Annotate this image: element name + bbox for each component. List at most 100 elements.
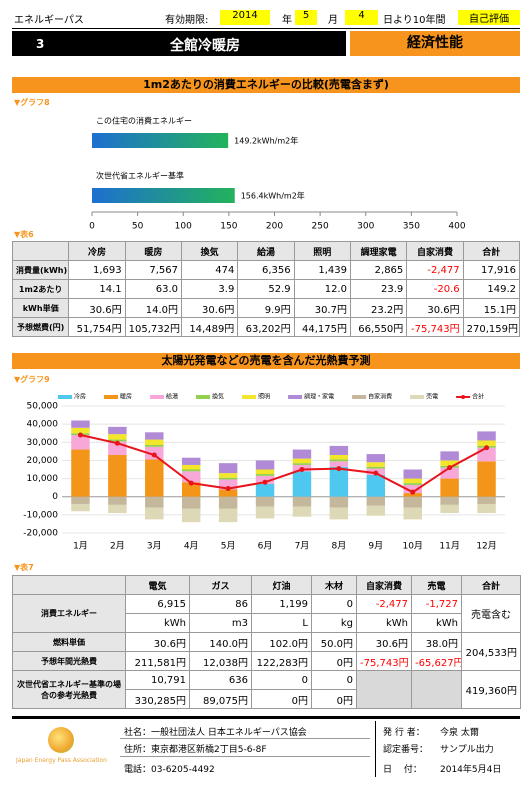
cell: 6,915 xyxy=(125,594,190,614)
cell: 86 xyxy=(189,594,252,614)
legend-swatch xyxy=(196,395,211,399)
table-label: ▼表7 xyxy=(14,563,34,572)
legend-swatch xyxy=(58,395,72,399)
cert-label: 認定番号： xyxy=(383,745,429,755)
bar-segment xyxy=(108,454,127,497)
rule xyxy=(12,28,520,29)
col-header: ガス xyxy=(189,575,252,595)
unit: kWh xyxy=(356,613,412,633)
title-bar xyxy=(12,31,346,56)
cell: 1,693 xyxy=(68,260,126,280)
bar-segment xyxy=(218,479,238,490)
y-tick-label: 50,000 xyxy=(27,402,59,412)
category: 経済性能 xyxy=(350,31,520,56)
section-title: 1m2あたりの消費エネルギーの比較(売電含まず) xyxy=(12,77,520,93)
cell: -20.6 xyxy=(406,279,464,299)
unit: kWh xyxy=(411,613,462,633)
footer-rule xyxy=(12,716,520,719)
col-header: 給湯 xyxy=(237,241,295,261)
x-tick-label: 4月 xyxy=(184,541,199,552)
cell: 63.0 xyxy=(124,279,182,299)
bar-segment xyxy=(366,462,386,467)
corner xyxy=(11,241,70,261)
legend-swatch xyxy=(288,395,303,399)
cell: -65,627円 xyxy=(411,651,462,671)
bar-segment xyxy=(329,507,349,520)
col-header: 灯油 xyxy=(251,575,312,595)
cell: 12.0 xyxy=(293,279,351,299)
x-tick-label: 400 xyxy=(448,222,465,232)
table-label: ▼表6 xyxy=(14,230,34,239)
bar-segment xyxy=(218,463,238,474)
cell: 149.2 xyxy=(462,279,521,299)
legend-swatch xyxy=(461,395,466,399)
unit: L xyxy=(251,613,312,633)
bar-segment xyxy=(292,471,312,497)
total-point xyxy=(373,470,379,476)
total-point xyxy=(336,466,342,472)
number: 3 xyxy=(36,37,45,51)
phone: 電話：03-6205-4492 xyxy=(124,765,215,775)
bar-segment xyxy=(71,449,90,497)
cell: 30.6円 xyxy=(406,298,464,318)
bar-segment xyxy=(255,484,275,497)
bar-segment xyxy=(366,474,386,497)
bar-segment xyxy=(403,478,422,484)
bar-segment xyxy=(181,482,201,497)
bar-segment xyxy=(292,449,312,459)
cell: 3.9 xyxy=(180,279,239,299)
bar-segment xyxy=(108,434,127,440)
bar-segment xyxy=(71,435,90,450)
row: 予想燃費(円) 51,754円 105,732円 14,489円 63,202円 44,1… xyxy=(11,317,521,337)
y-tick-label: 40,000 xyxy=(27,420,59,430)
cell: -2,477 xyxy=(406,260,464,280)
value-label: 156.4kWh/m2年 xyxy=(241,191,305,201)
corner xyxy=(12,575,126,595)
cell: -1,727 xyxy=(411,594,462,614)
bar-segment xyxy=(440,451,459,461)
cell: 330,285円 xyxy=(125,689,190,709)
cell: 10,791 xyxy=(125,670,190,690)
header-row: 冷房 暖房 換気 給湯 照明 調理家電 自家消費 合計 xyxy=(11,241,521,261)
cell: 1,199 xyxy=(251,594,312,614)
bar-segment xyxy=(292,463,312,465)
cell: 0円 xyxy=(251,689,312,709)
heating-type: 全館冷暖房 xyxy=(170,38,240,54)
bar-segment xyxy=(366,496,386,506)
bar-segment xyxy=(255,506,275,519)
total-point xyxy=(188,480,194,486)
cell: 30.6円 xyxy=(356,632,412,652)
bar-segment xyxy=(145,507,164,520)
bar-segment xyxy=(71,503,90,512)
year: 2014 xyxy=(220,10,270,25)
cell: 66,550円 xyxy=(349,317,408,337)
row-label: 予想燃費(円) xyxy=(11,317,70,337)
bar-segment xyxy=(440,460,459,466)
x-tick-label: 12月 xyxy=(476,541,496,552)
legend-label: 自家消費 xyxy=(368,393,392,401)
bar-segment xyxy=(218,508,238,523)
bar-segment xyxy=(71,496,90,504)
y-tick-label: 20,000 xyxy=(27,456,59,466)
row-label: 燃料単価 xyxy=(12,632,126,652)
legend-swatch xyxy=(410,395,425,399)
x-tick-label: 0 xyxy=(89,222,95,232)
bar-segment xyxy=(440,496,459,505)
bar-segment xyxy=(108,496,127,505)
legend-label: 給湯 xyxy=(166,393,178,401)
total-point xyxy=(77,432,83,438)
bar-segment xyxy=(181,457,201,465)
cell: 140.0円 xyxy=(189,632,252,652)
bar-segment xyxy=(477,440,496,446)
col-header: 照明 xyxy=(293,241,351,261)
bar-segment xyxy=(440,478,459,497)
blank xyxy=(411,670,462,709)
bar-segment xyxy=(145,432,164,440)
cell: 89,075円 xyxy=(189,689,252,709)
cell: 14,489円 xyxy=(180,317,239,337)
row: 次世代省エネルギー基準の場合の参考光熱費 10,791 636 0 0 419,360… xyxy=(12,670,521,709)
row: 1m2あたり 14.1 63.0 3.9 52.9 12.0 23.9 -20.6 149.2 xyxy=(11,279,521,299)
legend-label: 冷房 xyxy=(74,393,86,401)
divider xyxy=(375,721,376,777)
bar-segment xyxy=(403,493,422,497)
